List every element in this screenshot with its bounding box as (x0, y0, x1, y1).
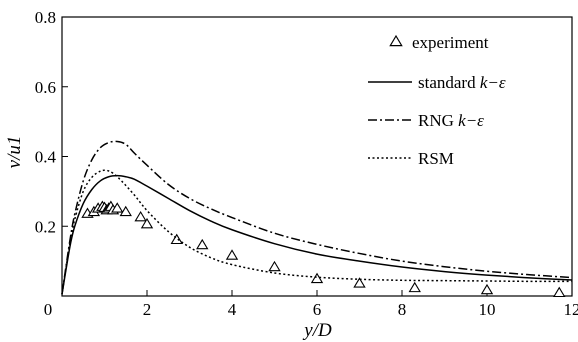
experiment-marker (196, 238, 209, 250)
series-line-rsm (61, 169, 573, 295)
series-layer (61, 140, 573, 298)
experiment-marker (268, 260, 281, 272)
legend: experiment standard k−ε RNG k−ε RSM (368, 33, 506, 168)
experiment-marker (111, 202, 124, 213)
experiment-marker (119, 205, 132, 217)
legend-label-italic-part: k−ε (458, 111, 484, 130)
y-tick-label: 0.8 (35, 8, 56, 27)
experiment-marker (170, 233, 183, 245)
x-tick-label: 2 (143, 300, 152, 319)
x-axis-label: y/D (302, 320, 332, 341)
experiment-marker (553, 286, 566, 298)
legend-label: standard k−ε (418, 73, 506, 92)
x-tick-label: 6 (313, 300, 322, 319)
experiment-marker (140, 217, 154, 229)
series-line-standard-k (61, 174, 573, 295)
x-tick-label: 8 (398, 300, 407, 319)
y-tick-label: 0.6 (35, 78, 56, 97)
experiment-marker (225, 249, 239, 260)
legend-label-italic-part: k−ε (480, 73, 506, 92)
x-tick-label: 4 (228, 300, 237, 319)
legend-label: experiment (412, 33, 489, 52)
series-experiment (81, 200, 566, 298)
y-axis-label: v/u1 (4, 136, 25, 169)
experiment-marker (408, 281, 421, 293)
x-tick-label: 12 (564, 300, 578, 319)
y-tick-label: 0.2 (35, 217, 56, 236)
x-tick-label: 10 (479, 300, 496, 319)
experiment-marker (134, 210, 147, 222)
series-line-rng-k (61, 140, 573, 295)
tick-labels: 2 4 6 8 10 12 0.2 0.4 0.6 0.8 0 (35, 8, 578, 319)
legend-label: RNG k−ε (418, 111, 484, 130)
experiment-marker (310, 272, 324, 284)
experiment-marker (480, 283, 494, 295)
legend-marker-experiment (389, 34, 403, 47)
origin-tick-label: 0 (44, 300, 53, 319)
experiment-marker (353, 277, 366, 288)
y-tick-label: 0.4 (35, 148, 57, 167)
legend-label: RSM (418, 149, 454, 168)
